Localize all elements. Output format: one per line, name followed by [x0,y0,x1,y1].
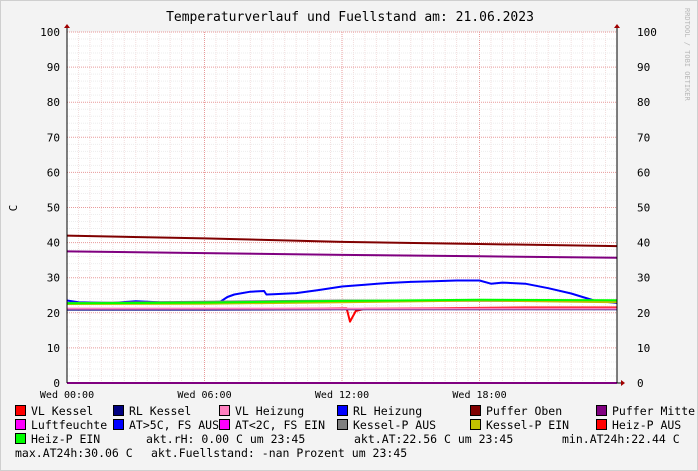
legend-swatch [219,419,230,430]
y-tick-label-left: 40 [47,237,60,250]
legend-swatch [15,405,26,416]
x-tick-label: Wed 00:00 [40,390,94,401]
legend-label: RL Heizung [353,404,423,418]
legend-swatch [113,419,124,430]
y-tick-label-left: 20 [47,307,60,320]
legend-swatch [470,405,481,416]
chart-title: Temperaturverlauf und Fuellstand am: 21.… [166,10,534,25]
y-tick-label-right: 20 [637,307,650,320]
x-tick-label: Wed 06:00 [177,390,231,401]
y-axis-right-arrow [614,24,620,28]
legend-item-kessel-p-aus: Kessel-P AUS [337,418,436,432]
y-axis-left-arrow [64,24,70,28]
series-line-puffer-mitte [66,250,618,259]
legend-swatch [113,405,124,416]
stat-akt-at: akt.AT:22.56 C um 23:45 [354,432,514,446]
legend-row-1: VL Kessel RL Kessel VL Heizung RL Heizung Pu… [15,404,695,418]
y-tick-label-left: 60 [47,166,60,179]
legend-swatch [470,419,481,430]
legend-label: Kessel-P AUS [353,418,437,432]
chart-series-group [66,234,618,384]
legend-label: AT>5C, FS AUS [129,418,220,432]
legend-swatch [219,405,230,416]
y-tick-label-right: 40 [637,237,650,250]
y-tick-label-left: 100 [40,26,60,39]
legend-item-puffer-mitte: Puffer Mitte [596,404,695,418]
y-tick-label-left: 0 [53,377,60,390]
legend-swatch [596,405,607,416]
chart-tick-labels: 0 0 10 10 20 20 30 30 40 40 50 50 60 60 70 70 80 80 90 90 10… [40,26,657,401]
stat-akt-rh: akt.rH: 0.00 C um 23:45 [146,432,306,446]
legend-label: Heiz-P AUS [612,418,682,432]
chart-legend: VL Kessel RL Kessel VL Heizung RL Heizung Pu… [15,404,695,460]
legend-label: Heiz-P EIN [31,432,101,446]
y-tick-label-right: 90 [637,61,650,74]
x-tick-label: Wed 12:00 [315,390,369,401]
legend-item-at-2c-fs-ein: AT<2C, FS EIN [219,418,325,432]
y-tick-label-right: 80 [637,96,650,109]
legend-item-kessel-p-ein: Kessel-P EIN [470,418,569,432]
legend-swatch [337,405,348,416]
legend-item-heiz-p-ein: Heiz-P EIN [15,432,100,446]
legend-label: Kessel-P EIN [486,418,570,432]
y-tick-label-left: 70 [47,131,60,144]
y-tick-label-right: 100 [637,26,657,39]
series-line-puffer-oben [66,234,618,248]
legend-label: VL Heizung [235,404,305,418]
y-tick-label-left: 90 [47,61,60,74]
legend-label: VL Kessel [31,404,94,418]
y-tick-label-right: 0 [637,377,644,390]
legend-swatch [15,419,26,430]
y-tick-label-left: 30 [47,272,60,285]
legend-label: RL Kessel [129,404,192,418]
legend-swatch [15,433,26,444]
y-tick-label-left: 10 [47,342,60,355]
legend-label: Puffer Oben [486,404,563,418]
stat-min-at: min.AT24h:22.44 C [562,432,680,446]
legend-item-heiz-p-aus: Heiz-P AUS [596,418,681,432]
y-axis-label: C [7,205,20,212]
y-tick-label-right: 10 [637,342,650,355]
chart-grid [66,31,618,384]
legend-label: AT<2C, FS EIN [235,418,326,432]
y-tick-label-left: 50 [47,202,60,215]
y-tick-label-right: 60 [637,166,650,179]
legend-item-rl-heizung: RL Heizung [337,404,422,418]
legend-label: Luftfeuchte [31,418,108,432]
legend-item-at-5c-fs-aus: AT>5C, FS AUS [113,418,219,432]
legend-row-3: Heiz-P EIN akt.rH: 0.00 C um 23:45 akt.A… [15,432,695,446]
legend-item-luftfeuchte: Luftfeuchte [15,418,107,432]
legend-item-rl-kessel: RL Kessel [113,404,191,418]
legend-item-vl-kessel: VL Kessel [15,404,93,418]
legend-label: Puffer Mitte [612,404,696,418]
legend-item-puffer-oben: Puffer Oben [470,404,562,418]
stat-max-at: max.AT24h:30.06 C [15,446,133,460]
y-tick-label-left: 80 [47,96,60,109]
y-tick-label-right: 50 [637,202,650,215]
y-tick-label-right: 70 [637,131,650,144]
stat-fuellstand: akt.Fuellstand: -nan Prozent um 23:45 [151,446,408,460]
x-axis-arrow [621,380,625,386]
series-line-heiz-p-ein [66,298,618,305]
legend-item-vl-heizung: VL Heizung [219,404,304,418]
x-tick-label: Wed 18:00 [452,390,506,401]
legend-row-4: max.AT24h:30.06 C akt.Fuellstand: -nan P… [15,446,695,460]
chart-axes [64,24,625,386]
legend-swatch [337,419,348,430]
legend-row-2: Luftfeuchte AT>5C, FS AUS AT<2C, FS EIN Kes… [15,418,695,432]
rrdtool-watermark: RRDTOOL / TOBI OETIKER [683,8,691,102]
y-tick-label-right: 30 [637,272,650,285]
legend-swatch [596,419,607,430]
